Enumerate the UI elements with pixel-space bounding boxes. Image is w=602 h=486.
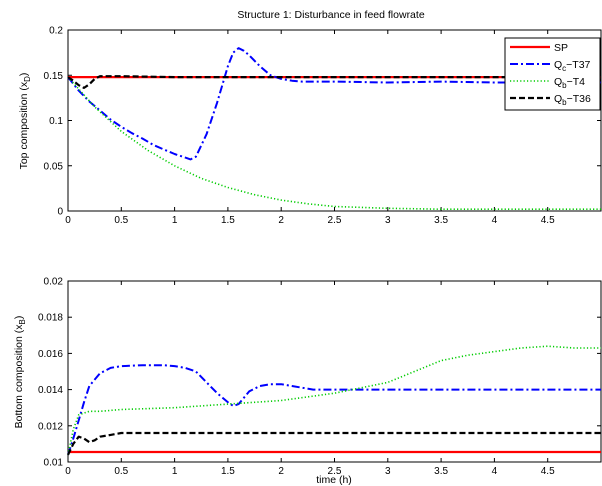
bottom-ytick-label: 0.01 xyxy=(44,458,64,469)
top-plot-ylabel-main: Top composition (x xyxy=(18,81,30,169)
legend-qb36-q: Q xyxy=(554,93,562,105)
bottom-ytick-label: 0.02 xyxy=(44,277,64,288)
legend-qc-sub: c xyxy=(562,64,566,73)
bottom-ytick-label: 0.012 xyxy=(38,421,63,432)
top-ytick-label: 0.2 xyxy=(49,26,63,37)
legend-qb4-sub: b xyxy=(562,81,567,90)
top-xtick-label: 2 xyxy=(278,215,284,226)
bottom-ytick-label: 0.018 xyxy=(38,313,63,324)
top-ytick-label: 0.15 xyxy=(44,71,64,82)
bottom-xtick-label: 2 xyxy=(278,466,284,477)
top-xtick-label: 4 xyxy=(492,215,498,226)
bottom-xtick-label: 3.5 xyxy=(434,466,448,477)
bottom-ytick-label: 0.014 xyxy=(38,385,63,396)
bottom-xtick-label: 3 xyxy=(385,466,391,477)
bottom-plot-ylabel-sub: B xyxy=(18,319,27,324)
bottom-plot-ylabel-close: ) xyxy=(13,316,25,320)
bottom-series-q-b-t4 xyxy=(67,345,601,455)
bottom-plot-series xyxy=(67,345,601,456)
bottom-xtick-label: 2.5 xyxy=(328,466,342,477)
legend-qb36-sub: b xyxy=(562,98,567,107)
legend-qb4-q: Q xyxy=(554,76,562,88)
top-xtick-label: 4.5 xyxy=(541,215,555,226)
top-xtick-label: 1.5 xyxy=(221,215,235,226)
bottom-xtick-label: 1 xyxy=(172,466,178,477)
top-plot-ylabel-sub: D xyxy=(23,76,32,82)
bottom-plot-frame xyxy=(67,280,602,463)
top-ytick-label: 0 xyxy=(57,207,63,218)
bottom-ytick-label: 0.016 xyxy=(38,349,63,360)
top-ytick-label: 0.05 xyxy=(44,161,64,172)
top-plot-ylabel-close: ) xyxy=(18,73,30,77)
legend-qc-q: Q xyxy=(554,59,562,71)
legend-label-sp: SP xyxy=(554,42,568,54)
bottom-plot-ylabel: Bottom composition (xB) xyxy=(13,316,27,429)
bottom-plot: 0 0.5 1 1.5 2 2.5 3 3.5 4 4.5 0.01 0.012 0.014 0.016 0… xyxy=(13,277,602,486)
top-ytick-label: 0.1 xyxy=(49,116,63,127)
legend-qc-rest: −T37 xyxy=(566,59,590,71)
legend-qb36-rest: −T36 xyxy=(567,93,591,105)
top-plot-title: Structure 1: Disturbance in feed flowrat… xyxy=(237,9,425,21)
top-series-q-b-t36 xyxy=(67,75,601,90)
top-xtick-label: 3 xyxy=(385,215,391,226)
top-xtick-label: 0.5 xyxy=(114,215,128,226)
top-series-q-b-t4 xyxy=(67,76,601,210)
legend: SP Qc−T37 Qb−T4 Qb−T36 xyxy=(504,37,601,111)
bottom-xtick-label: 1.5 xyxy=(221,466,235,477)
top-plot-ticks: 0 0.5 1 1.5 2 2.5 3 3.5 4 4.5 0 0.05 0.1 0.15 0.2 xyxy=(44,26,601,226)
top-xtick-label: 3.5 xyxy=(434,215,448,226)
legend-qb4-rest: −T4 xyxy=(567,76,586,88)
legend-label-qc-t37: Qc−T37 xyxy=(554,59,591,73)
bottom-plot-ylabel-main: Bottom composition (x xyxy=(13,324,25,429)
bottom-series-q-c-t37 xyxy=(67,364,601,456)
bottom-series-q-b-t36 xyxy=(67,431,601,456)
legend-label-qb-t36: Qb−T36 xyxy=(554,93,591,107)
top-xtick-label: 2.5 xyxy=(328,215,342,226)
bottom-plot-xlabel: time (h) xyxy=(316,474,352,486)
bottom-xtick-label: 4.5 xyxy=(541,466,555,477)
bottom-xtick-label: 4 xyxy=(492,466,498,477)
bottom-plot-ticks: 0 0.5 1 1.5 2 2.5 3 3.5 4 4.5 0.01 0.012 0.014 0.016 0… xyxy=(38,277,601,477)
bottom-xtick-label: 0 xyxy=(65,466,71,477)
top-xtick-label: 0 xyxy=(65,215,71,226)
bottom-xtick-label: 0.5 xyxy=(114,466,128,477)
legend-label-qb-t4: Qb−T4 xyxy=(554,76,585,90)
top-xtick-label: 1 xyxy=(172,215,178,226)
top-series-q-c-t37 xyxy=(67,47,601,161)
top-plot-ylabel: Top composition (xD) xyxy=(18,73,32,170)
